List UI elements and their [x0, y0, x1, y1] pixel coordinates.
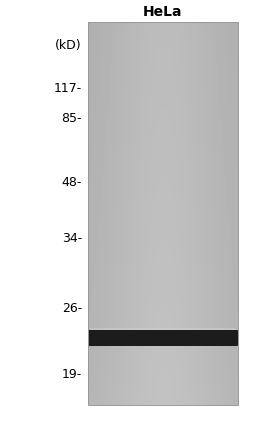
Text: 26-: 26- — [62, 302, 82, 314]
Text: HeLa: HeLa — [143, 5, 183, 19]
Text: 48-: 48- — [62, 176, 82, 190]
Text: 117-: 117- — [54, 82, 82, 94]
Text: 85-: 85- — [61, 112, 82, 124]
Bar — [90, 328, 236, 331]
Text: 19-: 19- — [62, 369, 82, 381]
Text: 34-: 34- — [62, 233, 82, 245]
FancyBboxPatch shape — [88, 330, 238, 346]
Text: (kD): (kD) — [55, 39, 82, 51]
Bar — [88, 22, 238, 405]
